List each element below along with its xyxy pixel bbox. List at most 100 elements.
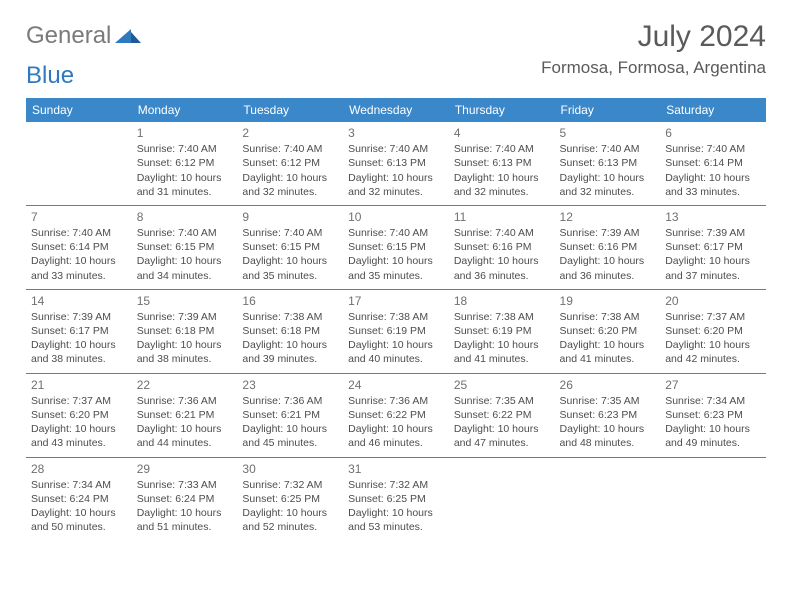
calendar-day-cell: 30Sunrise: 7:32 AMSunset: 6:25 PMDayligh…: [237, 457, 343, 540]
daylight-line: Daylight: 10 hours and 53 minutes.: [348, 506, 444, 534]
calendar-day-cell: 4Sunrise: 7:40 AMSunset: 6:13 PMDaylight…: [449, 122, 555, 205]
sunrise-line: Sunrise: 7:33 AM: [137, 478, 233, 492]
calendar-day-cell: 29Sunrise: 7:33 AMSunset: 6:24 PMDayligh…: [132, 457, 238, 540]
month-title: July 2024: [541, 22, 766, 52]
calendar-week-row: 21Sunrise: 7:37 AMSunset: 6:20 PMDayligh…: [26, 373, 766, 457]
sunrise-line: Sunrise: 7:40 AM: [137, 142, 233, 156]
sunset-line: Sunset: 6:19 PM: [454, 324, 550, 338]
sunset-line: Sunset: 6:18 PM: [137, 324, 233, 338]
calendar-day-cell: 28Sunrise: 7:34 AMSunset: 6:24 PMDayligh…: [26, 457, 132, 540]
sunset-line: Sunset: 6:13 PM: [560, 156, 656, 170]
calendar-day-cell: 19Sunrise: 7:38 AMSunset: 6:20 PMDayligh…: [555, 289, 661, 373]
sunrise-line: Sunrise: 7:40 AM: [242, 226, 338, 240]
daylight-line: Daylight: 10 hours and 34 minutes.: [137, 254, 233, 282]
sunset-line: Sunset: 6:16 PM: [560, 240, 656, 254]
day-number: 25: [454, 377, 550, 393]
sunrise-line: Sunrise: 7:40 AM: [454, 226, 550, 240]
sunset-line: Sunset: 6:15 PM: [348, 240, 444, 254]
weekday-header: Sunday: [26, 98, 132, 122]
sunrise-line: Sunrise: 7:34 AM: [31, 478, 127, 492]
weekday-header: Monday: [132, 98, 238, 122]
day-number: 17: [348, 293, 444, 309]
sunrise-line: Sunrise: 7:40 AM: [348, 142, 444, 156]
day-number: 24: [348, 377, 444, 393]
sunrise-line: Sunrise: 7:32 AM: [242, 478, 338, 492]
calendar-day-cell: 21Sunrise: 7:37 AMSunset: 6:20 PMDayligh…: [26, 373, 132, 457]
daylight-line: Daylight: 10 hours and 35 minutes.: [242, 254, 338, 282]
day-number: 3: [348, 125, 444, 141]
sunrise-line: Sunrise: 7:35 AM: [454, 394, 550, 408]
daylight-line: Daylight: 10 hours and 38 minutes.: [137, 338, 233, 366]
day-number: 29: [137, 461, 233, 477]
daylight-line: Daylight: 10 hours and 44 minutes.: [137, 422, 233, 450]
day-number: 2: [242, 125, 338, 141]
sunrise-line: Sunrise: 7:35 AM: [560, 394, 656, 408]
sunrise-line: Sunrise: 7:38 AM: [454, 310, 550, 324]
sunset-line: Sunset: 6:19 PM: [348, 324, 444, 338]
calendar-day-cell: 25Sunrise: 7:35 AMSunset: 6:22 PMDayligh…: [449, 373, 555, 457]
calendar-day-cell: 20Sunrise: 7:37 AMSunset: 6:20 PMDayligh…: [660, 289, 766, 373]
sunset-line: Sunset: 6:25 PM: [348, 492, 444, 506]
day-number: 8: [137, 209, 233, 225]
sunrise-line: Sunrise: 7:39 AM: [665, 226, 761, 240]
daylight-line: Daylight: 10 hours and 41 minutes.: [560, 338, 656, 366]
sunset-line: Sunset: 6:13 PM: [348, 156, 444, 170]
calendar-day-cell: 26Sunrise: 7:35 AMSunset: 6:23 PMDayligh…: [555, 373, 661, 457]
day-number: 13: [665, 209, 761, 225]
sunrise-line: Sunrise: 7:36 AM: [348, 394, 444, 408]
logo-text-general: General: [26, 22, 111, 50]
calendar-day-cell: 14Sunrise: 7:39 AMSunset: 6:17 PMDayligh…: [26, 289, 132, 373]
daylight-line: Daylight: 10 hours and 49 minutes.: [665, 422, 761, 450]
calendar-week-row: 28Sunrise: 7:34 AMSunset: 6:24 PMDayligh…: [26, 457, 766, 540]
sunrise-line: Sunrise: 7:37 AM: [31, 394, 127, 408]
sunrise-line: Sunrise: 7:34 AM: [665, 394, 761, 408]
calendar-day-cell: 7Sunrise: 7:40 AMSunset: 6:14 PMDaylight…: [26, 205, 132, 289]
calendar-day-cell: 15Sunrise: 7:39 AMSunset: 6:18 PMDayligh…: [132, 289, 238, 373]
calendar-week-row: 7Sunrise: 7:40 AMSunset: 6:14 PMDaylight…: [26, 205, 766, 289]
day-number: 12: [560, 209, 656, 225]
daylight-line: Daylight: 10 hours and 43 minutes.: [31, 422, 127, 450]
day-number: 26: [560, 377, 656, 393]
daylight-line: Daylight: 10 hours and 52 minutes.: [242, 506, 338, 534]
daylight-line: Daylight: 10 hours and 37 minutes.: [665, 254, 761, 282]
daylight-line: Daylight: 10 hours and 32 minutes.: [454, 171, 550, 199]
daylight-line: Daylight: 10 hours and 46 minutes.: [348, 422, 444, 450]
sunrise-line: Sunrise: 7:40 AM: [454, 142, 550, 156]
calendar-day-cell: 5Sunrise: 7:40 AMSunset: 6:13 PMDaylight…: [555, 122, 661, 205]
sunrise-line: Sunrise: 7:39 AM: [137, 310, 233, 324]
daylight-line: Daylight: 10 hours and 33 minutes.: [665, 171, 761, 199]
daylight-line: Daylight: 10 hours and 36 minutes.: [454, 254, 550, 282]
calendar-day-cell: [26, 122, 132, 205]
daylight-line: Daylight: 10 hours and 48 minutes.: [560, 422, 656, 450]
day-number: 7: [31, 209, 127, 225]
sunset-line: Sunset: 6:17 PM: [665, 240, 761, 254]
sunset-line: Sunset: 6:12 PM: [137, 156, 233, 170]
day-number: 1: [137, 125, 233, 141]
sunset-line: Sunset: 6:17 PM: [31, 324, 127, 338]
calendar-day-cell: 18Sunrise: 7:38 AMSunset: 6:19 PMDayligh…: [449, 289, 555, 373]
sunset-line: Sunset: 6:12 PM: [242, 156, 338, 170]
daylight-line: Daylight: 10 hours and 31 minutes.: [137, 171, 233, 199]
calendar-day-cell: [555, 457, 661, 540]
sunrise-line: Sunrise: 7:40 AM: [31, 226, 127, 240]
sunrise-line: Sunrise: 7:39 AM: [560, 226, 656, 240]
day-number: 10: [348, 209, 444, 225]
sunrise-line: Sunrise: 7:36 AM: [137, 394, 233, 408]
day-number: 15: [137, 293, 233, 309]
sunrise-line: Sunrise: 7:40 AM: [348, 226, 444, 240]
day-number: 14: [31, 293, 127, 309]
day-number: 5: [560, 125, 656, 141]
daylight-line: Daylight: 10 hours and 36 minutes.: [560, 254, 656, 282]
daylight-line: Daylight: 10 hours and 47 minutes.: [454, 422, 550, 450]
logo-text-blue: Blue: [26, 62, 74, 89]
weekday-header: Wednesday: [343, 98, 449, 122]
calendar-day-cell: [449, 457, 555, 540]
sunset-line: Sunset: 6:16 PM: [454, 240, 550, 254]
calendar-day-cell: 1Sunrise: 7:40 AMSunset: 6:12 PMDaylight…: [132, 122, 238, 205]
calendar-day-cell: 17Sunrise: 7:38 AMSunset: 6:19 PMDayligh…: [343, 289, 449, 373]
day-number: 11: [454, 209, 550, 225]
day-number: 6: [665, 125, 761, 141]
sunset-line: Sunset: 6:18 PM: [242, 324, 338, 338]
logo: General: [26, 22, 143, 50]
day-number: 20: [665, 293, 761, 309]
